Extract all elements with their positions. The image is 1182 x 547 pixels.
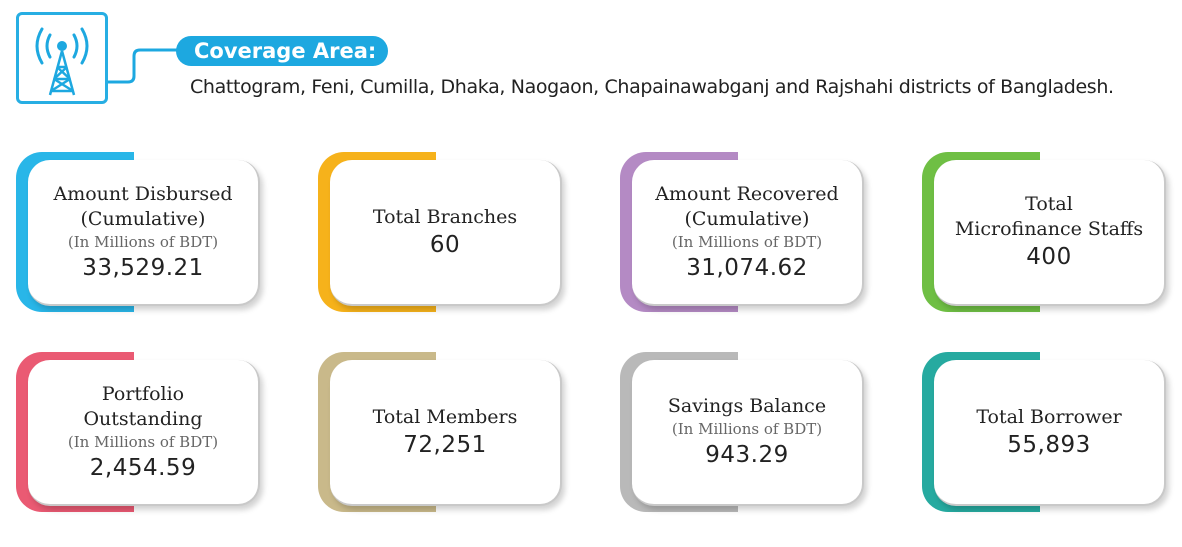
card-unit: (In Millions of BDT): [671, 420, 823, 438]
card-title-line1: Total Members: [372, 405, 518, 428]
stat-card-total-members: Total Members 72,251: [318, 352, 562, 512]
card-value: 72,251: [403, 431, 487, 458]
card-title-line1: Total Borrower: [976, 405, 1122, 428]
card-body: Total Members 72,251: [330, 360, 562, 506]
connector-line: [107, 48, 180, 84]
card-body: Total Borrower 55,893: [934, 360, 1166, 506]
card-title-line1: Total: [1025, 193, 1073, 215]
card-value: 55,893: [1007, 431, 1091, 458]
stat-card-total-borrower: Total Borrower 55,893: [922, 352, 1166, 512]
card-body: Amount Recovered (Cumulative) (In Millio…: [632, 160, 864, 306]
card-value: 2,454.59: [89, 454, 197, 481]
card-body: Total Microfinance Staffs 400: [934, 160, 1166, 306]
stat-card-amount-recovered: Amount Recovered (Cumulative) (In Millio…: [620, 152, 864, 312]
stat-card-total-branches: Total Branches 60: [318, 152, 562, 312]
card-title-line1: Total Branches: [372, 205, 518, 228]
card-unit: (In Millions of BDT): [671, 232, 823, 251]
stat-card-amount-disbursed: Amount Disbursed (Cumulative) (In Millio…: [16, 152, 260, 312]
card-value: 943.29: [705, 442, 789, 468]
card-title-line1: Portfolio: [101, 382, 185, 405]
card-title-line2: Outstanding: [83, 407, 203, 430]
card-title-line1: Amount Recovered: [655, 182, 839, 205]
stat-card-savings-balance: Savings Balance (In Millions of BDT) 943…: [620, 352, 864, 512]
card-value: 33,529.21: [82, 254, 204, 281]
card-body: Savings Balance (In Millions of BDT) 943…: [632, 360, 864, 506]
card-title-line2: (Cumulative): [684, 207, 810, 230]
card-body: Total Branches 60: [330, 160, 562, 306]
card-title-line2: Microfinance Staffs: [954, 218, 1144, 240]
card-unit: (In Millions of BDT): [67, 232, 219, 251]
card-body: Amount Disbursed (Cumulative) (In Millio…: [28, 160, 260, 306]
coverage-area-label: Coverage Area:: [176, 36, 388, 66]
stat-card-microfinance-staffs: Total Microfinance Staffs 400: [922, 152, 1166, 312]
card-body: Portfolio Outstanding (In Millions of BD…: [28, 360, 260, 506]
card-value: 400: [1026, 244, 1072, 270]
card-unit: (In Millions of BDT): [67, 432, 219, 451]
card-title-line1: Savings Balance: [667, 395, 827, 417]
card-value: 60: [429, 231, 461, 258]
card-value: 31,074.62: [686, 254, 808, 281]
card-title-line2: (Cumulative): [80, 207, 206, 230]
card-title-line1: Amount Disbursed: [53, 182, 233, 205]
coverage-area-text: Chattogram, Feni, Cumilla, Dhaka, Naogao…: [190, 76, 1114, 98]
stat-card-portfolio-outstanding: Portfolio Outstanding (In Millions of BD…: [16, 352, 260, 512]
radio-tower-icon: [16, 12, 108, 104]
